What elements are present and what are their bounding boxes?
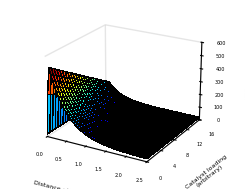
X-axis label: Distance along reactor (m): Distance along reactor (m) bbox=[33, 180, 116, 189]
Y-axis label: Catalyst loading
(arbitrary): Catalyst loading (arbitrary) bbox=[185, 154, 231, 189]
